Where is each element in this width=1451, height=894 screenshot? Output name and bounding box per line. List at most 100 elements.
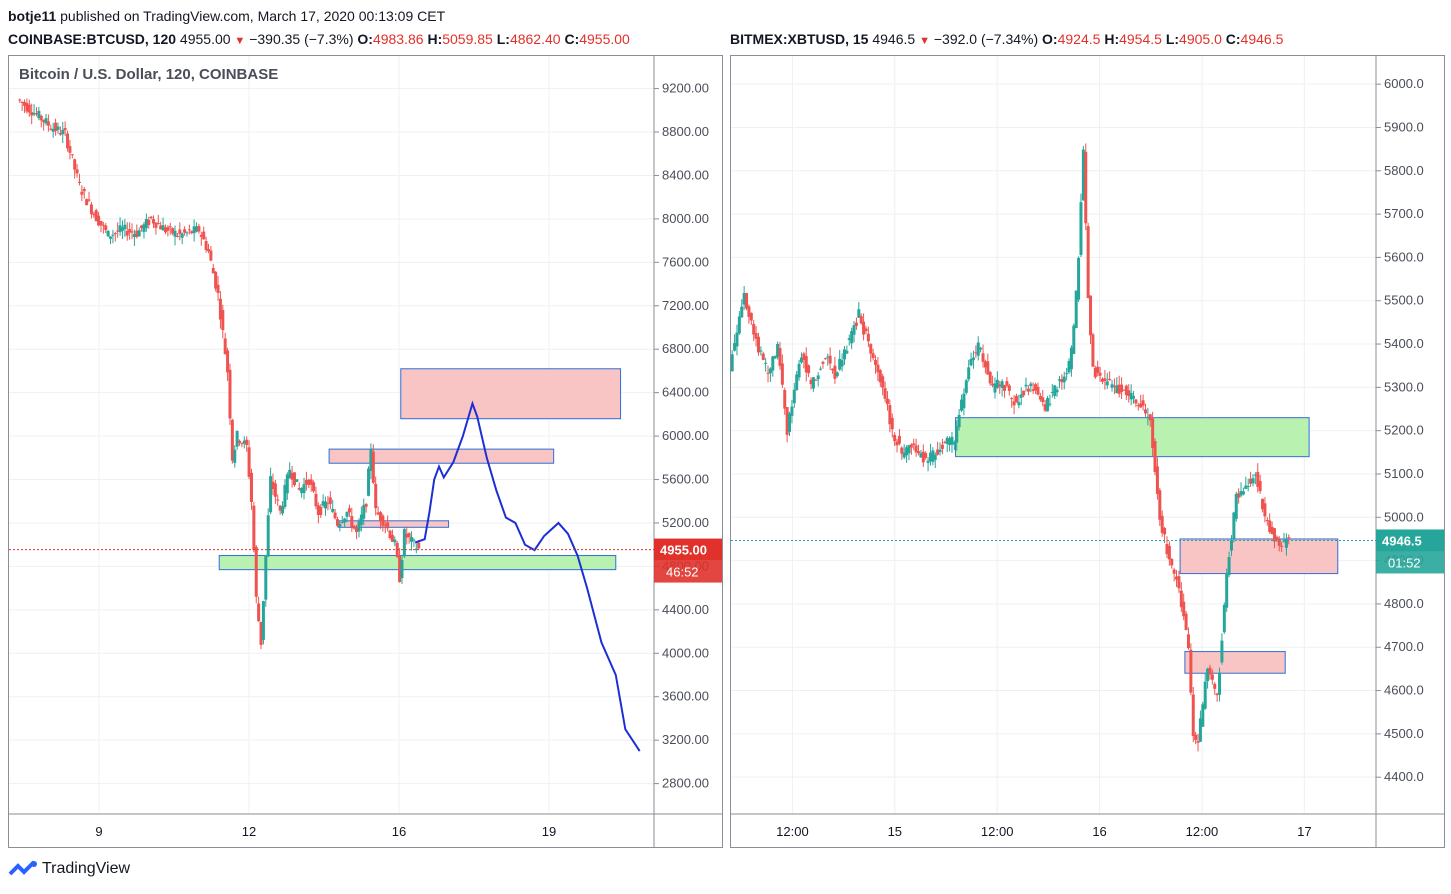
candle-body: [101, 224, 105, 226]
y-tick-label: 5400.0: [1384, 336, 1424, 351]
candle-body: [1079, 202, 1083, 255]
candle-body: [249, 472, 253, 503]
candle-body: [871, 353, 875, 359]
left-chart-panel[interactable]: 9200.00 8800.00 8400.00 8000.00 7600.00 7200.…: [8, 55, 723, 848]
candle-body: [1186, 634, 1190, 649]
candle-body: [161, 225, 165, 231]
x-tick-label: 12:00: [776, 824, 809, 839]
candle-body: [742, 292, 746, 305]
candle-body: [876, 364, 880, 373]
candle-body: [902, 452, 906, 458]
candle-body: [933, 454, 937, 460]
y-tick-label: 8800.00: [662, 124, 709, 139]
left-high: 5059.85: [442, 31, 493, 47]
y-tick-label: 5900.0: [1384, 119, 1424, 134]
candle-body: [1046, 398, 1050, 412]
candle-body: [245, 439, 249, 445]
candle-body: [1198, 718, 1202, 742]
candle-body: [1014, 395, 1018, 403]
candle-body: [1155, 466, 1159, 494]
candle-body: [359, 514, 363, 525]
candle-body: [945, 437, 949, 444]
candle-body: [952, 442, 956, 445]
candle-body: [761, 353, 765, 360]
candle-body: [390, 534, 394, 542]
candle-body: [1007, 385, 1011, 391]
y-tick-label: 5200.00: [662, 515, 709, 530]
candle-body: [278, 505, 282, 511]
candle-body: [297, 488, 301, 490]
candle-body: [1151, 418, 1155, 449]
right-chart-svg[interactable]: 6000.0 5900.0 5800.0 5700.0 5600.0 5500.0 5400…: [731, 56, 1444, 847]
author-name[interactable]: botje11: [8, 8, 57, 24]
candle-body: [1139, 403, 1143, 408]
y-tick-label: 5100.0: [1384, 466, 1424, 481]
left-close-label: C:: [564, 31, 580, 47]
candle-body: [1141, 400, 1145, 406]
candle-body: [414, 548, 418, 551]
candle-body: [130, 231, 134, 233]
y-tick-label: 7200.00: [662, 298, 709, 313]
candle-body: [269, 476, 273, 513]
candle-body: [1103, 378, 1107, 381]
candle-body: [352, 525, 356, 529]
x-tick-label: 12: [242, 824, 256, 839]
candle-body: [1191, 694, 1195, 736]
candle-body: [140, 225, 144, 229]
candle-body: [381, 515, 385, 526]
logo-text: TradingView: [42, 860, 131, 877]
right-high: 4954.5: [1119, 31, 1162, 47]
y-tick-label: 4400.00: [662, 602, 709, 617]
candle-body: [1184, 613, 1188, 630]
candle-body: [735, 332, 739, 347]
candle-body: [1213, 683, 1217, 689]
candle-body: [183, 229, 187, 233]
left-open: 4983.86: [372, 31, 424, 47]
candle-body: [264, 554, 268, 600]
candle-body: [1081, 149, 1085, 201]
candle-body: [773, 356, 777, 359]
tradingview-logo[interactable]: TradingView: [8, 860, 130, 878]
candle-body: [374, 483, 378, 509]
candle-body: [878, 370, 882, 383]
y-tick-label: 4800.0: [1384, 596, 1424, 611]
candle-body: [850, 331, 854, 344]
candle-body: [1175, 576, 1179, 580]
candle-body: [104, 225, 108, 230]
candle-body: [316, 505, 320, 515]
candle-body: [216, 284, 220, 293]
candle-body: [1012, 401, 1016, 406]
publish-info: published on TradingView.com, March 17, …: [60, 8, 446, 24]
candle-body: [1038, 395, 1042, 400]
candle-body: [386, 522, 390, 529]
candle-body: [309, 479, 313, 485]
candle-body: [797, 363, 801, 378]
candle-body: [1108, 378, 1112, 381]
candle-body: [1026, 388, 1030, 392]
candle-body: [974, 352, 978, 354]
y-tick-label: 4500.0: [1384, 726, 1424, 741]
candle-body: [1048, 403, 1052, 405]
candle-body: [266, 515, 270, 557]
y-tick-label: 9200.00: [662, 81, 709, 96]
right-chart-panel[interactable]: 6000.0 5900.0 5800.0 5700.0 5600.0 5500.0 5400…: [730, 55, 1445, 848]
candle-body: [273, 483, 277, 497]
candle-body: [799, 357, 803, 363]
candle-body: [42, 120, 46, 123]
candle-body: [1134, 399, 1138, 404]
left-chart-svg[interactable]: 9200.00 8800.00 8400.00 8000.00 7600.00 7200.…: [9, 56, 722, 847]
last-price-label: 4946.5: [1382, 533, 1422, 548]
candle-body: [1208, 667, 1212, 675]
x-tick-label: 9: [95, 824, 102, 839]
right-ticker[interactable]: BITMEX:XBTUSD, 15: [730, 31, 869, 47]
candle-body: [242, 440, 246, 444]
left-ticker[interactable]: COINBASE:BTCUSD, 120: [8, 31, 177, 47]
candle-body: [1089, 295, 1093, 336]
candle-body: [795, 374, 799, 390]
candle-body: [326, 503, 330, 505]
candle-body: [1050, 391, 1054, 393]
candle-body: [97, 215, 101, 226]
candle-body: [828, 355, 832, 364]
publish-header: botje11 published on TradingView.com, Ma…: [8, 8, 445, 24]
candle-body: [77, 181, 81, 183]
